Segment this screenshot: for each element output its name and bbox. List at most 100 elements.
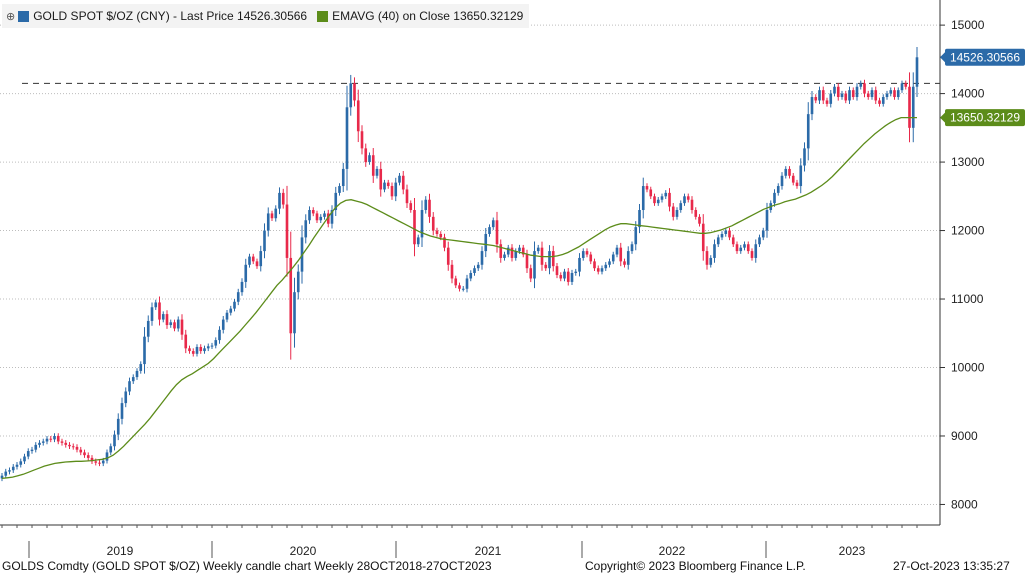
candle [754,244,758,258]
candle [113,434,116,447]
candle [833,86,836,94]
candle [773,192,776,204]
candle [529,268,533,279]
candle [383,182,386,190]
candle [360,131,364,149]
candle [645,186,649,190]
candle [705,251,709,265]
candle [75,446,79,450]
candle [908,86,911,128]
candle [131,377,135,382]
candle [863,83,866,94]
candle [424,199,428,211]
candle [98,462,101,464]
candle [101,460,105,464]
candle [578,257,581,272]
candle [848,90,851,101]
candle [11,466,15,471]
candle [41,441,45,443]
pin-icon[interactable]: ⊕ [6,10,16,23]
candle [60,441,64,443]
candle [394,182,398,197]
candle [248,256,251,265]
candle [90,457,94,462]
candle [233,301,236,309]
candle [634,227,638,245]
candle [525,254,529,269]
x-tick-label: 2023 [839,544,866,558]
candle [454,278,458,286]
candle [56,435,60,442]
candle [656,199,660,204]
candle [409,203,413,211]
candle [416,237,420,245]
candle [0,475,4,479]
candle [19,461,23,465]
candle [4,471,8,476]
candle [563,271,566,279]
candle [503,254,506,258]
candle [844,93,848,101]
candle [698,216,701,224]
candle [574,271,578,274]
candle [803,148,806,166]
candle [499,244,503,258]
candle [671,206,675,217]
candle [596,268,600,272]
candle [683,196,686,204]
candle [420,210,424,238]
candle [94,461,98,463]
candle [806,114,810,149]
candle [203,348,206,352]
candle [735,244,739,252]
candle [878,100,881,104]
candle [900,83,904,91]
series1-swatch [18,10,30,22]
candle [323,213,326,217]
candle [45,438,49,442]
candle [660,196,664,200]
candle [713,244,716,258]
candle [521,247,525,255]
candle [701,223,705,252]
candle [53,435,56,440]
candle [191,351,195,354]
candle [450,264,454,279]
candle [398,175,401,183]
candle [548,251,551,269]
candle [353,83,356,101]
x-tick-label: 2019 [107,544,134,558]
candle [26,451,30,457]
y-tick-label: 9000 [951,429,978,443]
candle [386,182,390,187]
candle [510,247,514,258]
candle [589,254,593,262]
candle [784,168,788,176]
y-tick-label: 13000 [951,155,985,169]
candle [435,230,439,234]
candle [296,271,300,293]
candle [236,292,240,302]
candle [405,189,409,204]
candle [746,244,750,252]
candle [146,320,150,337]
candle [304,220,308,238]
candle [653,196,656,204]
candle [893,90,896,98]
candle [229,308,233,313]
candle [375,168,379,176]
candle [780,175,784,187]
candle [585,251,589,255]
candle [274,208,278,219]
candle [626,251,630,265]
candle [364,148,368,163]
candle [814,97,818,101]
candle [829,93,833,104]
candle [289,257,293,334]
footer-timestamp: 27-Oct-2023 13:35:27 [893,559,1010,573]
candle [488,227,491,234]
candle [221,319,225,330]
candle [38,442,41,445]
candle [690,199,694,211]
candle [709,257,713,265]
